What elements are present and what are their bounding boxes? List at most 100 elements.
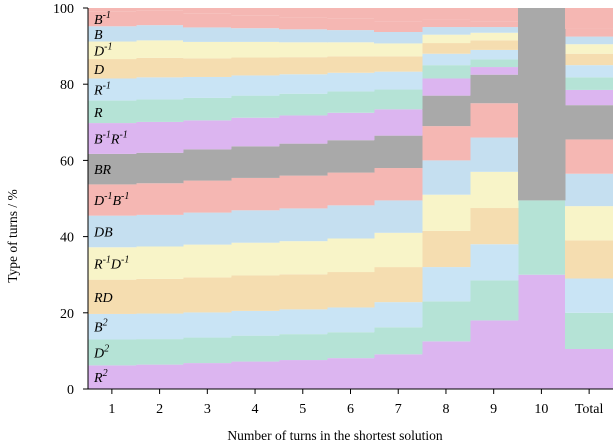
band-segment-B-1R-1-Total — [565, 89, 613, 106]
band-segment-RD-2 — [136, 278, 184, 314]
band-segment-R-1 — [88, 100, 137, 124]
band-segment-B-1R-1-7 — [374, 109, 423, 136]
band-label-RD: RD — [93, 291, 113, 306]
band-segment-D-6 — [327, 56, 375, 73]
band-segment-DB-9 — [470, 137, 519, 172]
band-label-D-1B-1: D-1B-1 — [93, 191, 129, 209]
band-segment-DB-6 — [327, 205, 375, 239]
band-fill-top-7 — [374, 8, 423, 22]
y-axis-ticks: 0 20 40 60 80 100 — [53, 2, 88, 398]
band-segment-R-1-8 — [422, 53, 471, 66]
band-segment-B-1R-1-4 — [231, 117, 280, 147]
band-segment-B2-5 — [279, 309, 328, 335]
x-tick-label-10: 10 — [534, 402, 548, 417]
band-segment-B2-8 — [422, 267, 471, 302]
x-tick-label-3: 3 — [204, 402, 211, 417]
chart-bands — [88, 8, 613, 389]
band-fill-top-9 — [470, 8, 519, 22]
band-segment-R2-3 — [183, 363, 232, 389]
band-segment-BR-3 — [183, 149, 232, 181]
band-fill-top-5 — [279, 8, 328, 18]
band-segment-B-1-Total — [565, 28, 613, 37]
band-segment-RD-8 — [422, 230, 471, 268]
band-segment-B2-9 — [470, 244, 519, 281]
band-segment-D-9 — [470, 40, 519, 50]
band-segment-R-2 — [136, 99, 184, 122]
band-segment-R2-9 — [470, 320, 519, 389]
band-segment-D2-5 — [279, 334, 328, 361]
band-segment-R2-6 — [327, 358, 375, 389]
band-segment-R-1D-1-4 — [231, 242, 280, 276]
band-segment-B-1-6 — [327, 18, 375, 31]
x-tick-label-5: 5 — [299, 402, 306, 417]
band-segment-B-1R-1-2 — [136, 121, 184, 153]
band-label-D: D — [93, 63, 104, 78]
band-segment-B2-4 — [231, 310, 280, 336]
band-segment-BR-5 — [279, 143, 328, 176]
band-segment-R2-4 — [231, 361, 280, 389]
band-segment-D-1-4 — [231, 41, 280, 58]
band-segment-RD-9 — [470, 208, 519, 245]
band-segment-D-1-7 — [374, 43, 423, 57]
band-segment-BR-8 — [422, 95, 471, 127]
band-segment-BR-1 — [88, 153, 137, 185]
band-segment-DB-Total — [565, 173, 613, 207]
band-segment-BR-6 — [327, 140, 375, 173]
band-segment-R-1-2 — [136, 77, 184, 100]
band-segment-D-1B-1-5 — [279, 175, 328, 209]
band-segment-RD-1 — [88, 279, 137, 314]
band-segment-D-1B-1-9 — [470, 103, 519, 138]
band-segment-R-5 — [279, 93, 328, 116]
band-segment-D2-8 — [422, 301, 471, 342]
band-segment-DB-5 — [279, 208, 328, 242]
band-label-D-1: D-1 — [93, 41, 112, 59]
band-segment-R-1-1 — [88, 78, 137, 101]
band-segment-R-1D-1-2 — [136, 246, 184, 279]
band-segment-RD-5 — [279, 274, 328, 310]
band-segment-BR-7 — [374, 135, 423, 169]
band-label-B2: B2 — [94, 318, 108, 336]
band-segment-D-1-1 — [88, 41, 137, 60]
band-fill-top-4 — [231, 8, 280, 16]
band-label-R-1D-1: R-1D-1 — [93, 254, 129, 272]
band-fill-top-6 — [327, 8, 375, 19]
band-segment-B-1-8 — [422, 19, 471, 28]
band-segment-D-1 — [88, 59, 137, 79]
x-axis-title: Number of turns in the shortest solution — [227, 428, 442, 443]
band-label-R-1: R-1 — [93, 81, 111, 99]
band-segment-DB-2 — [136, 214, 184, 247]
band-segment-BR-Total — [565, 105, 613, 140]
band-fill-top-Total — [565, 8, 613, 29]
band-label-B-1R-1: B-1R-1 — [94, 129, 128, 147]
band-label-B-1: B-1 — [94, 10, 111, 28]
band-segment-D-1-3 — [183, 41, 232, 59]
band-segment-B-1R-1-8 — [422, 78, 471, 96]
band-fill-top-3 — [183, 8, 232, 14]
y-tick-label-0: 0 — [67, 383, 74, 398]
band-segment-D-1-9 — [470, 32, 519, 41]
band-segment-R-1-6 — [327, 72, 375, 92]
band-segment-B-1-7 — [374, 21, 423, 33]
band-segment-BR-2 — [136, 152, 184, 184]
band-segment-D-1B-1-4 — [231, 177, 280, 211]
band-fill-top-2 — [136, 8, 184, 11]
band-segment-R-1-3 — [183, 76, 232, 98]
band-segment-DB-1 — [88, 215, 137, 248]
band-segment-R-1-5 — [279, 74, 328, 94]
band-segment-R-1D-1-1 — [88, 247, 137, 280]
band-segment-D-8 — [422, 43, 471, 54]
band-segment-B-6 — [327, 30, 375, 43]
band-segment-B-1-3 — [183, 13, 232, 28]
x-tick-label-8: 8 — [442, 402, 449, 417]
band-segment-D2-10 — [518, 200, 566, 275]
x-tick-label-9: 9 — [490, 402, 497, 417]
band-segment-R-8 — [422, 65, 471, 79]
band-segment-R-3 — [183, 97, 232, 121]
x-tick-label-Total: Total — [575, 402, 604, 417]
band-segment-B2-6 — [327, 307, 375, 333]
band-segment-R2-2 — [136, 364, 184, 389]
band-segment-B-5 — [279, 29, 328, 43]
band-segment-B2-7 — [374, 302, 423, 328]
band-segment-RD-Total — [565, 240, 613, 279]
band-segment-D2-4 — [231, 335, 280, 362]
